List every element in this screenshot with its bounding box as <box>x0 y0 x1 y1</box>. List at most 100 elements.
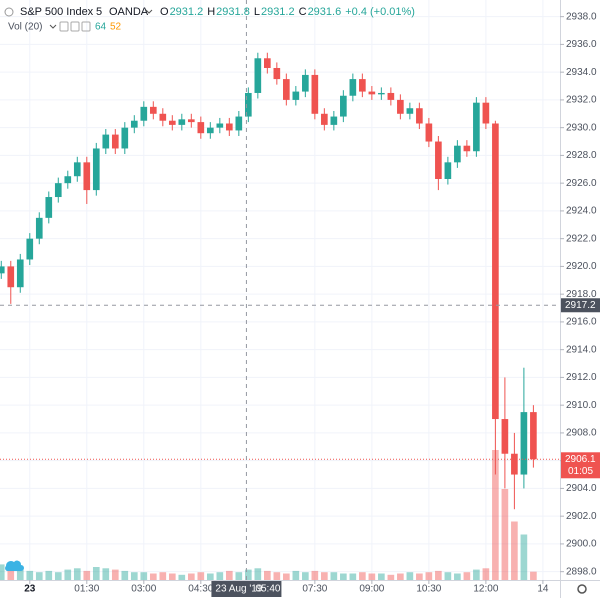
volume-bar <box>368 573 376 580</box>
close-icon[interactable] <box>81 21 91 32</box>
volume-bar <box>111 569 119 580</box>
candle-body <box>302 74 309 92</box>
settings-icon[interactable] <box>70 21 80 32</box>
volume-bar <box>83 570 91 580</box>
candle-body <box>397 99 404 114</box>
volume-value: 64 <box>95 22 107 33</box>
readout-label: C <box>299 6 307 18</box>
y-tick-label: 2904.0 <box>566 483 597 494</box>
last-price-box <box>561 452 600 479</box>
volume-bar <box>501 489 509 580</box>
candle-body <box>435 141 442 179</box>
candle-body <box>245 92 252 117</box>
candle-body <box>197 122 205 134</box>
y-tick-label: 2928.0 <box>566 150 597 161</box>
y-tick-label: 2920.0 <box>566 261 597 272</box>
y-tick-label: 2916.0 <box>566 317 597 328</box>
candle-body <box>359 79 366 92</box>
candle-body <box>121 127 129 149</box>
volume-bar <box>178 574 186 580</box>
candle-body <box>92 148 100 191</box>
interval: 5 <box>96 6 102 18</box>
ohlc-readout: O 2931.2 H 2931.8 L 2931.2 C 2931.6 +0.4 (+0.01%… <box>160 6 415 18</box>
y-tick-label: 2914.0 <box>566 344 597 355</box>
volume-bar <box>359 572 366 580</box>
candle-body <box>321 113 328 125</box>
candle-body <box>225 123 233 131</box>
volume-bar <box>511 521 518 580</box>
candle-body <box>216 123 224 128</box>
y-tick-label: 2932.0 <box>566 95 597 106</box>
candle-body <box>64 176 72 184</box>
volume-bar <box>349 573 357 580</box>
header: S&P 500 Index 5 OANDA O 2931.2 H 2931.8 L 293… <box>4 6 415 33</box>
candle-body <box>45 197 53 218</box>
x-tick-label: 03:00 <box>131 584 156 595</box>
candle-body <box>511 453 518 475</box>
volume-bar <box>102 568 110 580</box>
volume-bar <box>197 572 205 580</box>
volume-bar <box>330 572 338 580</box>
volume-bar <box>283 573 290 580</box>
candle-body <box>311 74 319 114</box>
candle-body <box>159 113 167 121</box>
eye-icon[interactable] <box>59 21 69 32</box>
crosshair-price-box <box>561 298 600 313</box>
symbol: S&P 500 Index <box>20 6 94 18</box>
y-tick-label: 2934.0 <box>566 67 597 78</box>
logo <box>5 560 25 571</box>
volume-bar <box>216 572 224 580</box>
volume-bar <box>16 569 24 580</box>
volume-layer <box>0 450 537 580</box>
crosshair-date: 23 Aug '19 <box>215 584 262 595</box>
candle-body <box>473 102 480 152</box>
volume-bar <box>425 572 433 580</box>
candle-body <box>530 412 537 460</box>
y-tick-label: 2900.0 <box>566 539 597 550</box>
x-tick-label: 07:30 <box>302 584 327 595</box>
candle-body <box>330 116 338 125</box>
readout-change: +0.4 (+0.01%) <box>345 6 415 18</box>
y-tick-label: 2936.0 <box>566 39 597 50</box>
y-tick-label: 2922.0 <box>566 233 597 244</box>
volume-bar <box>530 571 537 580</box>
y-tick-label: 2908.0 <box>566 428 597 439</box>
grid <box>0 0 560 580</box>
candle-body <box>492 123 499 420</box>
volume-bar <box>0 564 5 580</box>
volume-bar <box>264 570 271 580</box>
candle-body <box>501 419 509 454</box>
volume-bar <box>397 573 404 580</box>
volume-label: Vol (20) <box>8 22 42 33</box>
candle-body <box>0 266 5 274</box>
candle-body <box>482 102 490 124</box>
y-tick-label: 2924.0 <box>566 206 597 217</box>
volume-bar <box>168 573 176 580</box>
settings-gear[interactable] <box>577 584 587 594</box>
candle-body <box>73 162 81 177</box>
volume-bar <box>435 570 442 580</box>
y-tick-label: 2910.0 <box>566 400 597 411</box>
x-tick-label: 23 <box>24 584 36 595</box>
dropdown-icon[interactable] <box>49 24 57 29</box>
dropdown-icon[interactable] <box>145 9 153 14</box>
volume-bar <box>130 572 138 580</box>
volume-bar <box>187 573 195 580</box>
candle-body <box>130 120 138 128</box>
volume-bar <box>406 572 414 580</box>
candle-body <box>520 412 528 475</box>
volume-bar <box>35 572 43 580</box>
volume-bar <box>54 572 62 580</box>
candle-body <box>26 238 34 260</box>
volume-bar <box>235 572 243 580</box>
candle-body <box>463 145 471 152</box>
y-tick-label: 2902.0 <box>566 511 597 522</box>
volume-bar <box>7 568 15 580</box>
volume-bar <box>121 570 129 580</box>
readout-label: L <box>254 6 260 18</box>
candle-body <box>387 92 395 100</box>
collapse-icon[interactable] <box>4 7 14 17</box>
